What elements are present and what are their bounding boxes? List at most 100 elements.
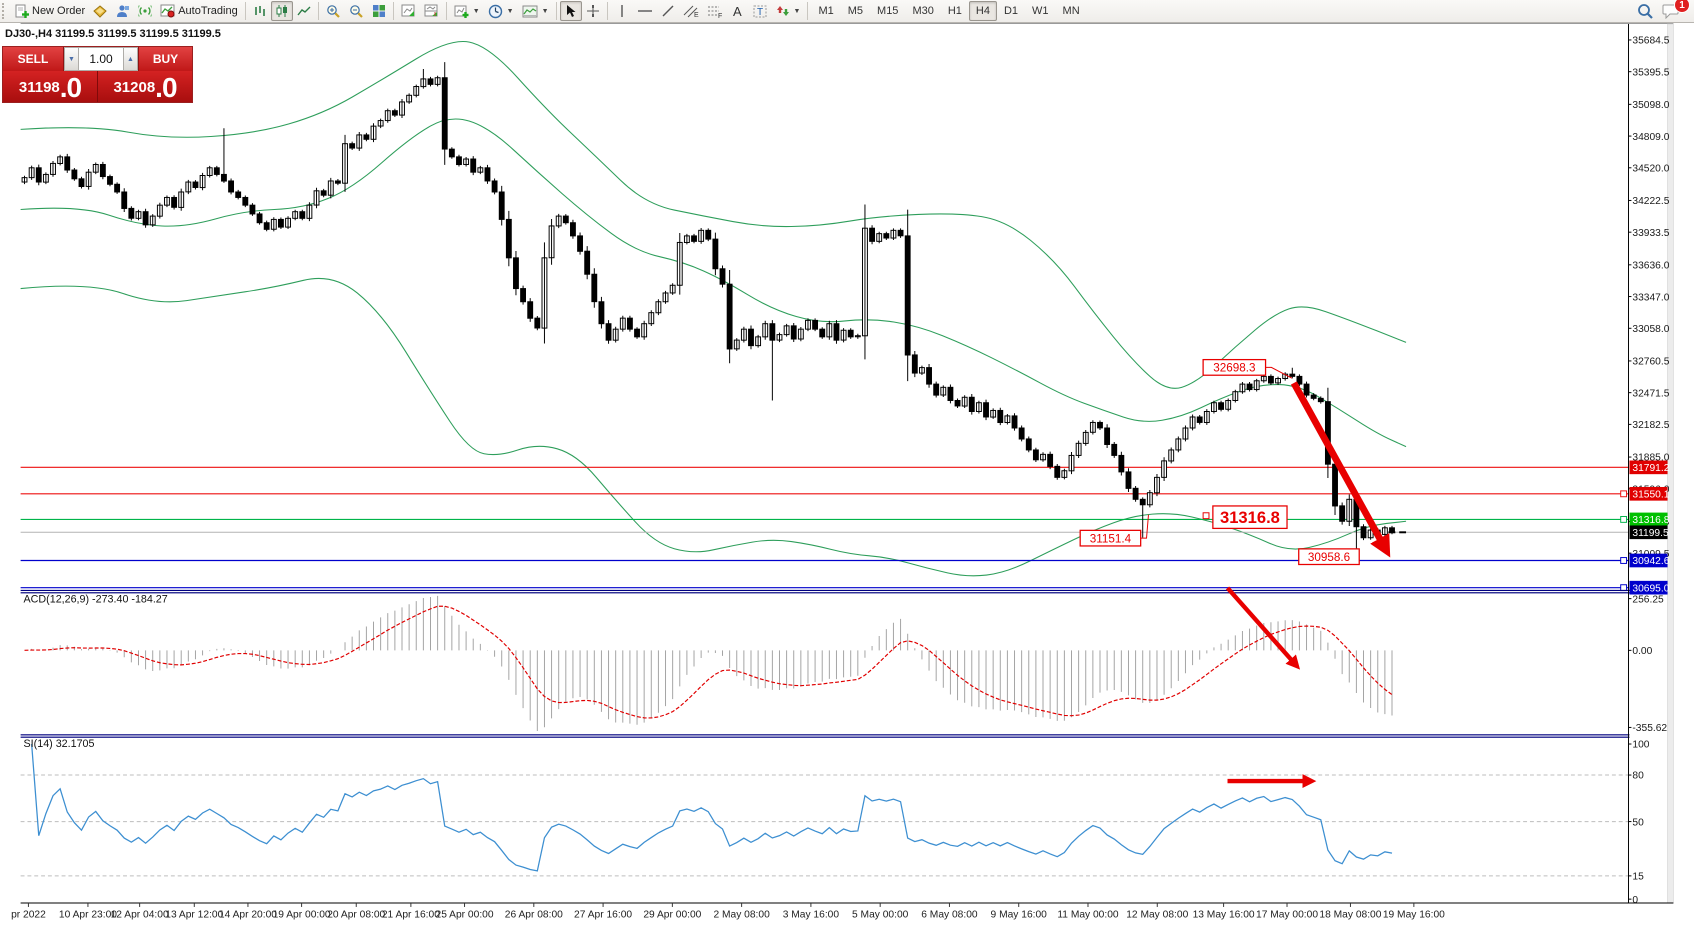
sell-price-int: 31198 — [18, 79, 60, 96]
svg-text:A: A — [733, 4, 742, 18]
buy-price[interactable]: 31208.0 — [98, 71, 192, 102]
timeframe-H1[interactable]: H1 — [947, 5, 962, 17]
price-annotation-31151.4[interactable]: 31151.4 — [1079, 514, 1149, 547]
search-button[interactable] — [1633, 1, 1658, 21]
signals-button[interactable] — [134, 1, 156, 21]
price-annotation-30958.6[interactable]: 30958.6 — [1298, 548, 1360, 566]
notifications-button[interactable]: 1 — [1658, 0, 1690, 21]
zoom-out-button[interactable] — [345, 1, 368, 21]
candlestick-chart-button[interactable] — [270, 1, 293, 21]
horizontal-line-31550.1[interactable] — [20, 490, 1629, 498]
time-label: 12 Apr 04:00 — [111, 910, 169, 921]
line-handle[interactable] — [1620, 516, 1628, 523]
timeframe-MN[interactable]: MN — [1062, 5, 1080, 17]
timeframe-M30[interactable]: M30 — [912, 5, 934, 17]
line-handle[interactable] — [1620, 584, 1628, 592]
bar-chart-icon — [253, 4, 267, 18]
price-axis[interactable]: 35684.5 35395.5 35098.0 34809.0 34520.0 34222… — [1628, 23, 1674, 906]
zoom-out-icon — [349, 4, 364, 19]
tile-windows-button[interactable] — [368, 1, 390, 21]
autotrading-icon — [160, 4, 175, 18]
chevron-down-icon: ▼ — [541, 7, 549, 15]
indicator-list-icon — [401, 4, 416, 18]
horizontal-lines[interactable] — [20, 466, 1629, 592]
trendline-tool-button[interactable] — [657, 1, 679, 21]
svg-text:E: E — [694, 12, 699, 18]
sell-button[interactable]: SELL — [3, 47, 64, 71]
volume-increase-button[interactable]: ▲ — [123, 47, 138, 71]
time-label: 19 Apr 00:00 — [273, 910, 331, 921]
zoom-in-button[interactable] — [322, 1, 345, 21]
svg-text:32760.5: 32760.5 — [1632, 357, 1669, 368]
trend-arrow-main[interactable] — [1290, 381, 1391, 558]
indicator-window-button[interactable] — [420, 1, 443, 21]
svg-text:33058.0: 33058.0 — [1632, 324, 1669, 335]
template-button[interactable]: ▼ — [518, 1, 553, 21]
trend-arrow-macd[interactable] — [1225, 586, 1301, 670]
period-button[interactable]: ▼ — [484, 1, 518, 21]
arrows-tool-button[interactable]: ▼ — [772, 1, 805, 21]
fibonacci-icon: F — [707, 4, 723, 18]
line-chart-button[interactable] — [293, 1, 315, 21]
candle-wicks — [24, 62, 1393, 559]
svg-text:35098.0: 35098.0 — [1632, 100, 1669, 111]
new-chart-button[interactable]: ▼ — [450, 1, 484, 21]
new-order-icon — [15, 4, 29, 18]
timeframe-M15[interactable]: M15 — [877, 5, 899, 17]
chart-area[interactable]: ACD(12,26,9) -273.40 -184.27 SI(14) 32.17… — [0, 23, 1694, 945]
vertical-line-tool-button[interactable] — [611, 1, 633, 21]
one-click-trading-panel: SELL ▼ ▲ BUY 31198.0 31208.0 — [2, 46, 193, 103]
timeframe-H4[interactable]: H4 — [968, 1, 997, 21]
volume-decrease-button[interactable]: ▼ — [64, 47, 79, 71]
indicator-list-button[interactable] — [397, 1, 420, 21]
time-label: 27 Apr 16:00 — [574, 910, 632, 921]
horizontal-line-30942.6[interactable] — [20, 557, 1629, 564]
market-button[interactable] — [89, 1, 112, 21]
timeframe-D1[interactable]: D1 — [1003, 5, 1019, 17]
buy-button-label: BUY — [152, 52, 179, 66]
text-tool-button[interactable]: A — [727, 1, 749, 21]
time-label: 9 May 16:00 — [991, 910, 1048, 921]
svg-text:32182.5: 32182.5 — [1632, 420, 1669, 431]
bar-chart-button[interactable] — [249, 1, 271, 21]
text-icon: A — [731, 4, 744, 18]
sell-price-decimal: .0 — [59, 72, 82, 103]
macd-signal-line — [24, 605, 1393, 719]
volume-input[interactable] — [79, 47, 123, 71]
svg-text:100: 100 — [1632, 740, 1649, 751]
new-order-button[interactable]: New Order — [11, 1, 89, 21]
svg-text:34222.5: 34222.5 — [1632, 196, 1669, 207]
sell-button-label: SELL — [17, 52, 49, 66]
svg-text:32471.5: 32471.5 — [1632, 388, 1669, 399]
indicator-window-icon — [424, 4, 439, 18]
cursor-tool-button[interactable] — [559, 1, 582, 21]
line-handle[interactable] — [1620, 557, 1628, 564]
crosshair-tool-button[interactable] — [582, 1, 604, 21]
sell-price[interactable]: 31198.0 — [3, 71, 98, 102]
svg-text:31316.8: 31316.8 — [1220, 508, 1280, 527]
horizontal-line-31316.8[interactable] — [20, 516, 1629, 523]
svg-text:34520.0: 34520.0 — [1632, 164, 1669, 175]
community-button[interactable] — [112, 1, 134, 21]
label-tool-button[interactable]: T — [749, 1, 772, 21]
channel-tool-button[interactable]: E — [679, 1, 703, 21]
timeframe-M1[interactable]: M1 — [818, 5, 834, 17]
clock-icon — [488, 4, 503, 19]
time-label: pr 2022 — [11, 910, 46, 921]
vertical-line-icon — [616, 4, 628, 18]
horizontal-line-tool-button[interactable] — [633, 1, 657, 21]
buy-button[interactable]: BUY — [138, 47, 192, 71]
price-annotation-31316.8[interactable]: 31316.8 — [1202, 505, 1288, 530]
fibonacci-tool-button[interactable]: F — [703, 1, 727, 21]
timeframe-M5[interactable]: M5 — [847, 5, 864, 17]
buy-price-int: 31208 — [113, 79, 156, 96]
line-handle[interactable] — [1620, 490, 1628, 498]
toolbar-separator — [445, 2, 447, 20]
annotations[interactable]: 32698.3 31316.8 31151.4 30958.6 — [1079, 358, 1391, 789]
autotrading-label: AutoTrading — [178, 5, 238, 17]
timeframe-W1[interactable]: W1 — [1032, 5, 1049, 17]
autotrading-button[interactable]: AutoTrading — [156, 1, 242, 21]
price-annotation-32698.3[interactable]: 32698.3 — [1202, 358, 1293, 379]
svg-text:33347.0: 33347.0 — [1632, 292, 1669, 303]
